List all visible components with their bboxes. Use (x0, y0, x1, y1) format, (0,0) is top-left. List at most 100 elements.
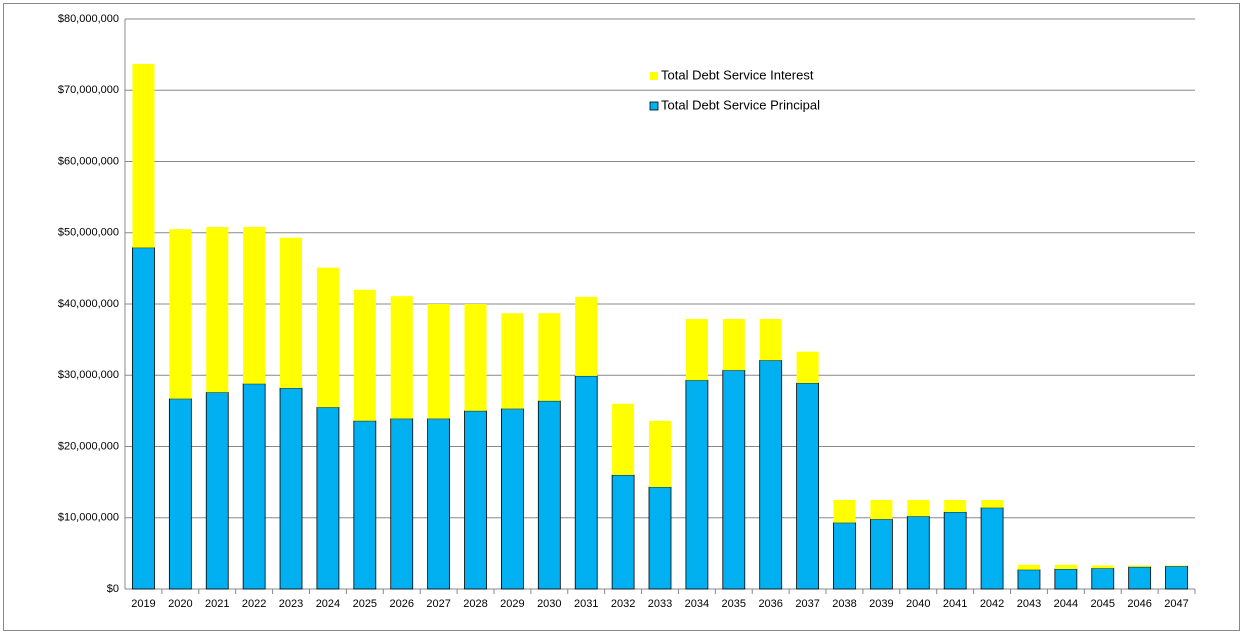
bar-segment (464, 410, 487, 590)
bar-segment (906, 515, 930, 590)
bar-segment (907, 499, 930, 517)
bar-segment (501, 408, 524, 590)
x-tick-label: 2021 (205, 598, 229, 610)
bar-segment (316, 267, 339, 408)
x-tick-label: 2042 (980, 598, 1004, 610)
x-tick-label: 2046 (1127, 598, 1151, 610)
bar-segment (316, 406, 340, 590)
bar-segment (981, 499, 1004, 508)
bar-segment (206, 227, 229, 393)
x-tick-label: 2025 (353, 598, 377, 610)
bar-segment (132, 63, 155, 248)
bar-segment (980, 507, 1004, 590)
bar-segment (722, 369, 746, 590)
bar-segment (943, 511, 967, 590)
x-tick-label: 2037 (795, 598, 819, 610)
x-tick-label: 2019 (131, 598, 155, 610)
bar-segment (944, 499, 967, 513)
x-tick-label: 2040 (906, 598, 930, 610)
x-tick-label: 2035 (722, 598, 746, 610)
bar-segment (168, 398, 192, 590)
y-tick-label: $80,000,000 (58, 13, 119, 25)
bar-segment (169, 229, 192, 399)
x-tick-label: 2047 (1164, 598, 1188, 610)
bar-segment (1165, 565, 1188, 567)
x-tick-label: 2028 (463, 598, 487, 610)
x-tick-label: 2029 (500, 598, 524, 610)
bar-segment (648, 486, 672, 590)
bar-segment (243, 227, 266, 384)
x-tick-label: 2034 (685, 598, 709, 610)
bar-segment (796, 351, 819, 384)
bar-segment (833, 522, 856, 590)
bar-segment (390, 296, 413, 419)
x-tick-label: 2020 (168, 598, 192, 610)
bar-segment (685, 318, 708, 381)
y-tick-label: $30,000,000 (58, 369, 119, 381)
bar-segment (612, 403, 635, 475)
y-tick-label: $40,000,000 (58, 298, 119, 310)
x-tick-label: 2022 (242, 598, 266, 610)
x-tick-label: 2033 (648, 598, 672, 610)
y-tick-label: $0 (107, 583, 119, 595)
bar-segment (1128, 565, 1151, 567)
x-tick-label: 2024 (316, 598, 340, 610)
bar-segment (869, 518, 893, 590)
bar-segment (870, 499, 893, 520)
bar-segment (538, 313, 561, 401)
legend-label: Total Debt Service Interest (661, 67, 814, 82)
bar-segment (1091, 565, 1114, 569)
bar-segment (833, 499, 856, 523)
bar-segment (353, 420, 377, 590)
bar-segment (685, 379, 709, 590)
bar-segment (1017, 569, 1041, 590)
bar-segment (611, 474, 635, 590)
legend-swatch (649, 101, 659, 111)
x-tick-label: 2032 (611, 598, 635, 610)
bar-segment (464, 304, 487, 411)
bar-segment (390, 418, 414, 590)
x-tick-label: 2030 (537, 598, 561, 610)
x-tick-label: 2041 (943, 598, 967, 610)
bar-segment (574, 375, 598, 590)
y-tick-label: $50,000,000 (58, 227, 119, 239)
y-tick-label: $10,000,000 (58, 512, 119, 524)
x-tick-label: 2044 (1054, 598, 1078, 610)
bar-segment (1165, 565, 1188, 590)
x-tick-label: 2045 (1091, 598, 1115, 610)
x-tick-label: 2038 (832, 598, 856, 610)
bar-segment (722, 318, 745, 371)
bar-segment (1091, 567, 1115, 590)
bar-segment (1128, 566, 1152, 590)
x-tick-label: 2043 (1017, 598, 1041, 610)
bar-segment (649, 420, 671, 488)
bar-segment (759, 359, 783, 590)
legend-swatch (650, 72, 658, 80)
bar-segment (427, 418, 451, 590)
legend-label: Total Debt Service Principal (661, 97, 820, 112)
bar-segment (132, 247, 155, 590)
y-tick-label: $70,000,000 (58, 84, 119, 96)
bar-segment (501, 313, 524, 409)
x-tick-label: 2023 (279, 598, 303, 610)
x-tick-label: 2031 (574, 598, 598, 610)
x-tick-label: 2027 (426, 598, 450, 610)
bar-segment (575, 296, 598, 376)
bar-segment (353, 289, 376, 421)
bar-segment (242, 383, 266, 590)
x-tick-label: 2036 (758, 598, 782, 610)
x-tick-label: 2026 (389, 598, 413, 610)
bar-segment (1054, 568, 1078, 590)
bar-segment (759, 318, 782, 361)
bar-segment (796, 382, 819, 590)
bar-segment (205, 391, 229, 590)
bar-segment (279, 387, 303, 590)
bar-segment (537, 400, 561, 590)
bar-segment (1054, 564, 1077, 570)
y-tick-label: $60,000,000 (58, 155, 119, 167)
bar-segment (1017, 564, 1040, 570)
bar-segment (280, 237, 303, 389)
bar-segment (427, 304, 450, 419)
y-tick-label: $20,000,000 (58, 440, 119, 452)
